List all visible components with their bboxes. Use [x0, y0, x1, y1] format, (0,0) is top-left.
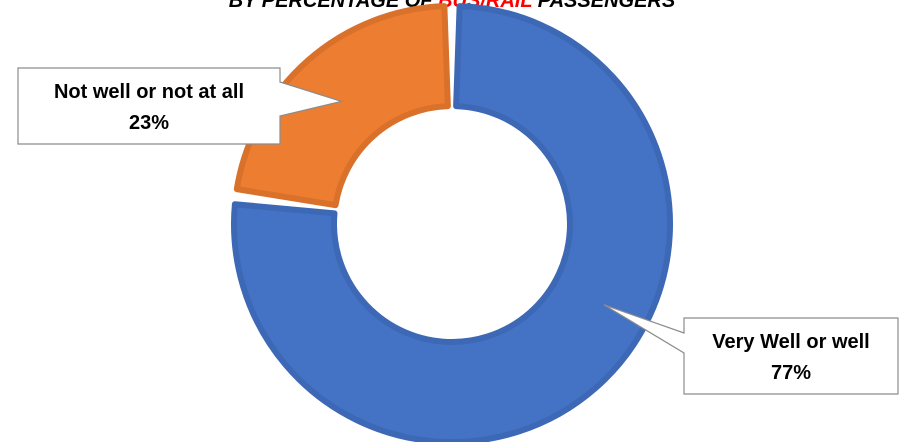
- callout-very-well: Very Well or well 77%: [603, 304, 899, 395]
- slice-value-label: 77%: [771, 362, 811, 384]
- callout-box: [17, 67, 344, 145]
- callout-not-well: Not well or not at all 23%: [17, 67, 344, 145]
- slice-label: Very Well or well: [712, 331, 869, 353]
- chart-title-suffix: PASSENGERS: [532, 0, 676, 12]
- donut-slice-very-well: [231, 3, 673, 442]
- slice-label: Not well or not at all: [54, 81, 244, 103]
- chart-title-prefix: BY PERCENTAGE OF: [228, 0, 439, 12]
- chart-title: BY PERCENTAGE OF BUS/RAIL PASSENGERS: [0, 0, 904, 13]
- slice-value-label: 23%: [129, 112, 169, 134]
- callout-box: [603, 304, 899, 395]
